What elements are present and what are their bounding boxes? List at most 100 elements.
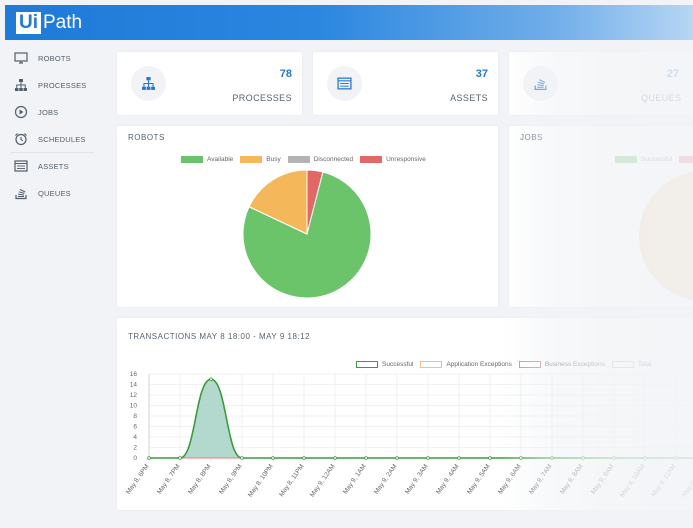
legend-busy[interactable]: Busy [240,156,281,163]
y-tick-label: 8 [133,413,137,420]
logo-mark: Ui [16,11,41,34]
legend-application-exceptions[interactable]: Application Exceptions [420,361,512,368]
y-tick-label: 10 [130,403,138,410]
sidebar-item-schedules[interactable]: SCHEDULES [5,128,106,150]
jobs-card: JOBS Successful [509,126,693,307]
y-tick-label: 2 [133,445,137,452]
stat-icon-circle [131,66,166,101]
data-point[interactable] [426,456,430,460]
x-tick-label: May 8, 6PM [125,463,151,495]
legend-label: Unresponsive [386,156,426,163]
data-point[interactable] [178,456,182,460]
sidebar-item-label: PROCESSES [38,80,87,90]
data-point[interactable] [488,456,492,460]
y-tick-label: 4 [133,434,137,441]
y-tick-label: 0 [133,455,137,462]
sidebar-item-label: JOBS [38,107,59,117]
stack-icon [534,79,547,91]
legend-disconnected[interactable]: Disconnected [287,156,354,163]
data-point[interactable] [550,456,554,460]
data-point[interactable] [519,456,523,460]
legend-unresponsive[interactable]: Unresponsive [360,156,426,163]
data-point[interactable] [457,456,461,460]
robots-card: ROBOTS Available Busy Disconnected Unres… [117,126,498,307]
x-tick-label: May 8, 11PM [278,463,305,498]
x-tick-label: May 9, 10AM [619,463,647,498]
data-point[interactable] [364,456,368,460]
x-tick-label: May 8, 9PM [218,463,244,495]
pie-slice-available[interactable] [242,171,372,299]
data-point[interactable] [612,456,616,460]
logo-wordmark: Path [43,11,83,33]
pie-slice-busy[interactable] [248,169,308,235]
stat-card-assets[interactable]: 37 ASSETS [313,52,498,115]
stat-label: QUEUES [641,93,682,103]
x-tick-label: May 8, 7PM [156,463,182,495]
stat-card-processes[interactable]: 78 PROCESSES [117,52,302,115]
stat-icon-circle [523,66,558,101]
successful-area [149,379,693,458]
legend-label: Busy [266,156,281,163]
stat-card-queues[interactable]: 27 QUEUES [509,52,693,115]
x-tick-label: May 9, 5AM [466,463,492,495]
legend-swatch [240,156,263,163]
x-tick-label: May 9, 1AM [342,463,368,495]
stat-label: ASSETS [450,93,488,103]
stat-label: PROCESSES [232,93,292,103]
data-point[interactable] [395,456,399,460]
hierarchy-icon [15,79,27,91]
stack-icon [15,189,27,200]
sidebar-item-queues[interactable]: QUEUES [5,182,106,204]
sidebar-item-jobs[interactable]: JOBS [5,101,106,123]
x-tick-label: May 9, 2AM [373,463,399,495]
robots-pie-chart [242,169,372,299]
legend-label: Application Exceptions [446,361,512,368]
x-tick-label: May 8, 10PM [247,463,275,498]
stat-value: 37 [475,68,488,80]
transactions-card-title: TRANSACTIONS MAY 8 18:00 - MAY 9 18:12 [128,332,311,341]
data-point[interactable] [674,456,678,460]
data-point[interactable] [302,456,306,460]
alarm-clock-icon [15,133,27,146]
stat-icon-circle [327,66,362,101]
data-point[interactable] [581,456,585,460]
transactions-card: TRANSACTIONS MAY 8 18:00 - MAY 9 18:12 S… [117,318,693,510]
y-tick-label: 6 [133,424,137,431]
data-point[interactable] [147,456,151,460]
legend-swatch [181,156,203,163]
sidebar-item-processes[interactable]: PROCESSES [5,74,106,96]
y-tick-label: 16 [130,371,138,378]
sidebar-item-label: QUEUES [38,188,71,198]
legend-label: Available [207,156,234,163]
sidebar-item-assets[interactable]: ASSETS [5,155,106,177]
y-tick-label: 14 [130,382,138,389]
data-point[interactable] [209,377,213,382]
uipath-logo[interactable]: Ui Path [16,11,82,34]
sidebar-item-label: ASSETS [38,161,69,171]
legend-available[interactable]: Available [181,156,233,163]
stat-value: 27 [666,68,679,80]
x-tick-label: May 9, 7AM [528,463,554,495]
sidebar: ROBOTS PROCESSES JOBS [5,40,106,528]
legend-successful[interactable]: Successful [356,361,413,368]
list-box-icon [337,77,352,90]
x-tick-label: May 9, 3AM [404,463,430,495]
legend-swatch [360,156,383,163]
list-box-icon [14,160,28,172]
data-point[interactable] [333,456,337,460]
data-point[interactable] [271,456,275,460]
legend-label: Disconnected [313,156,354,163]
sidebar-item-robots[interactable]: ROBOTS [5,47,106,69]
x-tick-label: May 9, 4AM [435,463,461,495]
legend-swatch [420,361,443,368]
robots-legend: Available Busy Disconnected Unresponsive [181,156,433,163]
x-tick-label: May 9, 11AM [650,463,677,498]
data-point[interactable] [643,456,647,460]
top-header: Ui Path [5,5,693,40]
x-tick-label: May 9, 12AM [309,463,337,498]
x-tick-label: May 8, 8PM [187,463,213,495]
sidebar-item-label: SCHEDULES [38,134,86,144]
data-point[interactable] [240,456,244,460]
